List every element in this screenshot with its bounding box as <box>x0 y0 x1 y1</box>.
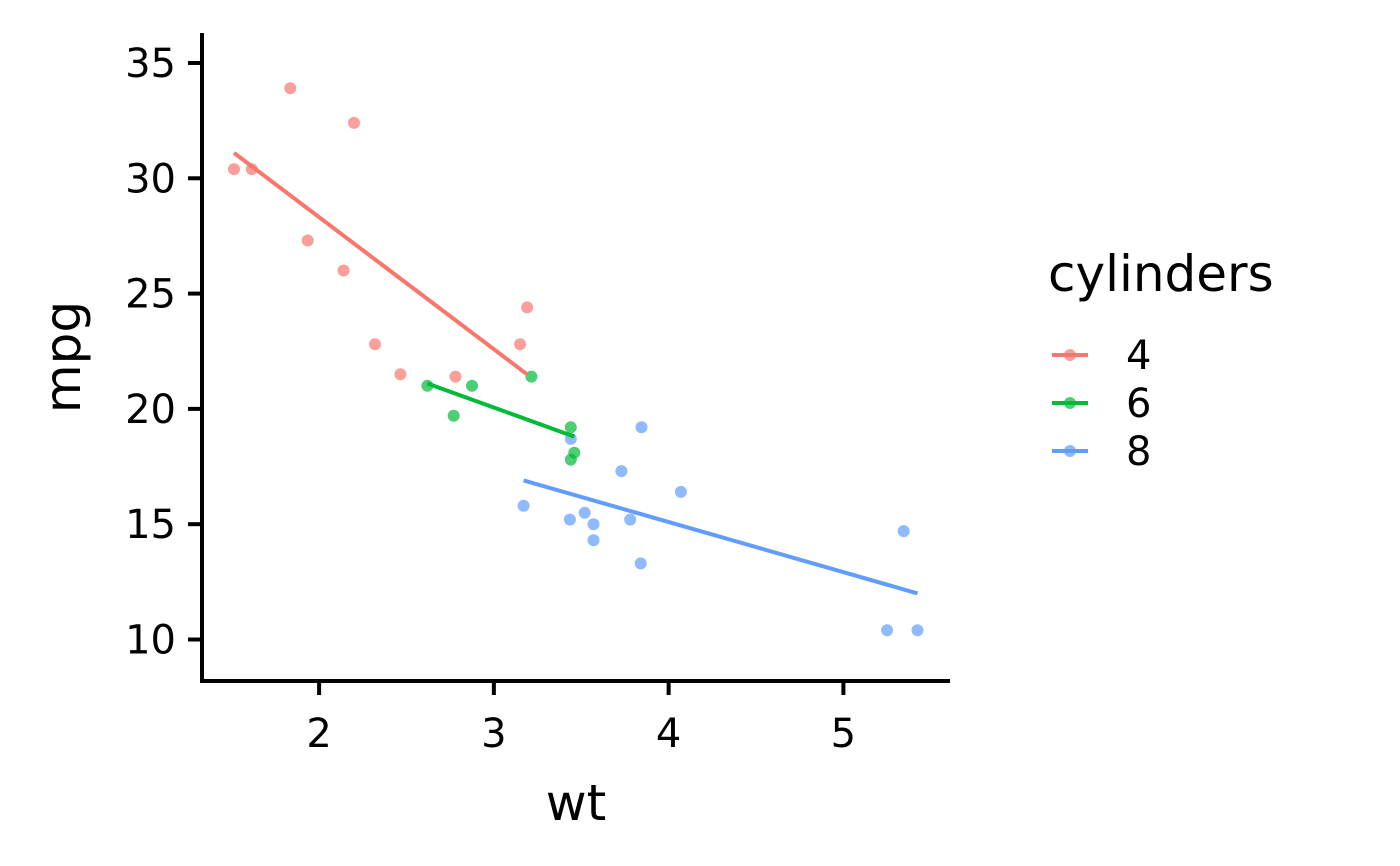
legend-title: cylinders <box>1048 245 1274 303</box>
legend-label-cyl8: 8 <box>1126 429 1151 475</box>
data-point-cyl4-9 <box>514 338 527 351</box>
data-point-cyl8-13 <box>911 624 924 637</box>
data-point-cyl4-7 <box>394 368 407 381</box>
x-axis-title: wt <box>546 774 607 832</box>
data-point-cyl8-5 <box>587 518 600 531</box>
data-point-cyl8-1 <box>563 513 576 526</box>
data-point-cyl8-12 <box>897 525 910 538</box>
data-point-cyl8-10 <box>674 485 687 498</box>
data-point-cyl8-3 <box>578 506 591 519</box>
data-point-cyl8-6 <box>615 465 628 478</box>
data-point-cyl4-0 <box>228 163 240 176</box>
fit-line-cyl6 <box>426 381 575 439</box>
y-tick-label-25: 25 <box>125 272 176 318</box>
data-point-cyl8-11 <box>881 624 894 637</box>
data-point-cyl4-2 <box>284 82 297 95</box>
fit-lines <box>232 151 919 596</box>
data-point-cyl4-6 <box>369 338 381 351</box>
data-point-cyl4-4 <box>337 264 350 277</box>
x-tick-label-3: 3 <box>481 711 506 757</box>
y-tick-label-30: 30 <box>125 156 176 202</box>
y-tick-label-20: 20 <box>125 387 176 433</box>
legend-label-cyl6: 6 <box>1126 381 1151 427</box>
data-point-cyl4-5 <box>348 116 360 129</box>
data-point-cyl8-4 <box>587 534 600 547</box>
data-point-cyl6-1 <box>447 409 460 422</box>
fit-line-cyl8 <box>523 478 919 596</box>
data-point-cyl4-10 <box>521 301 534 314</box>
legend-key-point-cyl6 <box>1064 397 1076 409</box>
data-point-cyl8-0 <box>517 499 530 512</box>
y-tick-label-35: 35 <box>125 41 176 87</box>
y-tick-label-10: 10 <box>125 617 176 663</box>
y-tick-label-15: 15 <box>125 502 176 548</box>
legend-key-point-cyl8 <box>1064 445 1076 457</box>
plot-points <box>228 82 924 637</box>
legend-key-point-cyl4 <box>1064 349 1076 361</box>
x-tick-label-5: 5 <box>831 711 856 757</box>
legend: cylinders 468 <box>1048 245 1274 475</box>
data-point-cyl4-3 <box>301 234 314 247</box>
data-point-cyl6-2 <box>466 379 478 392</box>
x-tick-label-4: 4 <box>656 711 681 757</box>
data-point-cyl6-6 <box>568 446 581 459</box>
legend-label-cyl4: 4 <box>1126 333 1151 379</box>
data-point-cyl8-7 <box>624 513 637 526</box>
data-point-cyl4-8 <box>449 370 462 383</box>
data-point-cyl8-8 <box>634 557 647 570</box>
axes: 10 15 20 25 30 35 2 3 4 5 <box>125 33 950 757</box>
data-point-cyl8-9 <box>635 421 648 434</box>
fit-line-cyl4 <box>232 151 529 376</box>
y-axis-title: mpg <box>34 301 92 413</box>
x-tick-label-2: 2 <box>306 711 331 757</box>
data-point-cyl6-5 <box>564 421 577 434</box>
data-point-cyl6-3 <box>525 370 538 383</box>
